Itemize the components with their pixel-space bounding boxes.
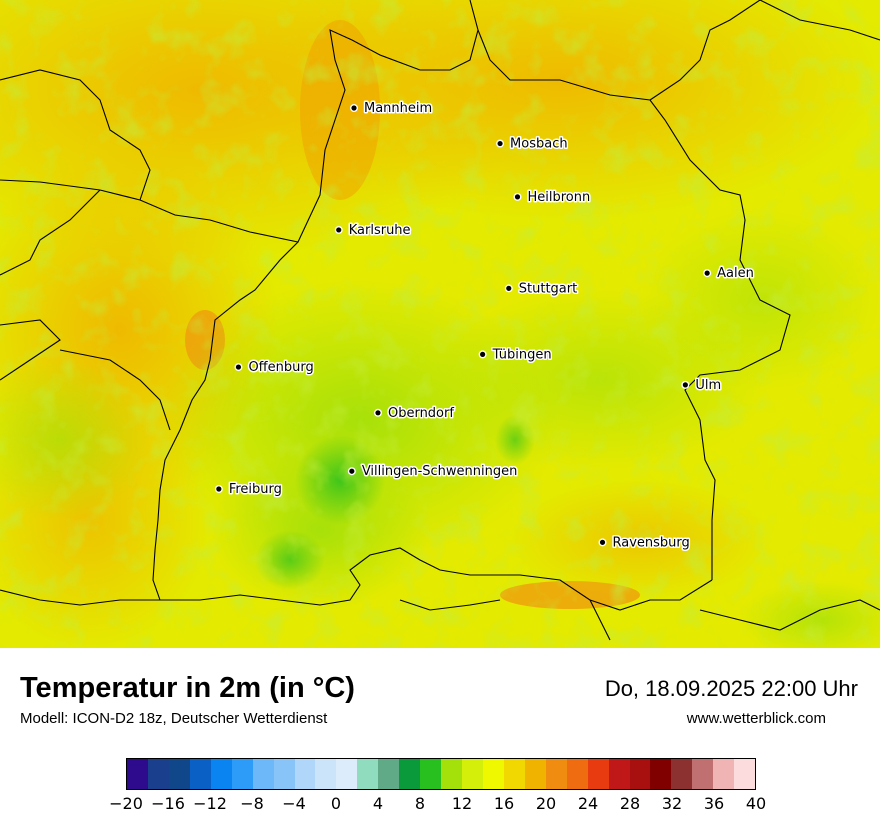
city-stuttgart: Stuttgart	[504, 280, 579, 298]
temperature-field: Mannheim Mosbach Heilbronn Karlsruhe Aalen St…	[0, 0, 880, 648]
city-label: Offenburg	[248, 360, 313, 375]
color-scale-tick: −12	[193, 794, 227, 813]
city-dot	[235, 364, 242, 370]
city-label: Mosbach	[510, 137, 568, 152]
color-scale-tick: 0	[330, 794, 342, 813]
city-dot	[682, 382, 688, 388]
color-scale-swatch	[608, 759, 630, 789]
color-scale-tick: −8	[240, 794, 264, 813]
color-scale-swatch	[420, 759, 442, 789]
color-scale-swatch	[294, 759, 316, 789]
color-scale-swatch	[210, 759, 232, 789]
color-scale-tick: 28	[619, 794, 641, 813]
city-label: Aalen	[717, 266, 754, 281]
city-dot	[349, 468, 355, 474]
city-label: Villingen-Schwenningen	[362, 464, 518, 479]
color-scale-swatch	[336, 759, 358, 789]
color-scale-swatch	[566, 759, 588, 789]
color-scale-tick: 12	[451, 794, 473, 813]
city-dot	[497, 140, 503, 147]
color-scale-swatch	[734, 759, 756, 789]
city-aalen: Aalen	[703, 265, 755, 283]
city-dot	[599, 539, 606, 545]
color-scale-swatch	[315, 759, 337, 789]
color-scale-tick: 20	[535, 794, 557, 813]
forecast-datetime: Do, 18.09.2025 22:00 Uhr	[604, 676, 858, 701]
website-link[interactable]: www.wetterblick.com	[686, 710, 826, 727]
color-scale-tick: 24	[577, 794, 599, 813]
city-dot	[351, 105, 357, 111]
color-scale-tick: 4	[372, 794, 384, 813]
city-oberndorf: Oberndorf	[373, 404, 456, 422]
city-freiburg: Freiburg	[214, 481, 283, 499]
city-label: Karlsruhe	[349, 223, 411, 238]
color-scale-swatch	[147, 759, 169, 789]
color-scale-tick: 8	[414, 794, 426, 813]
color-scale-swatch	[503, 759, 525, 789]
city-label: Heilbronn	[528, 190, 591, 205]
city-dot	[704, 270, 710, 276]
city-karlsruhe: Karlsruhe	[334, 221, 412, 239]
city-label: Freiburg	[229, 482, 282, 497]
color-scale-swatch	[462, 759, 483, 789]
footer: Temperatur in 2m (in °C) Modell: ICON-D2…	[0, 648, 880, 830]
color-scale-swatch	[713, 759, 735, 789]
color-scale-tick: 32	[661, 794, 683, 813]
city-label: Ulm	[695, 378, 721, 393]
color-scale-tick: −20	[109, 794, 143, 813]
color-scale-swatch	[252, 759, 274, 789]
color-scale-swatch	[273, 759, 295, 789]
city-label: Tübingen	[492, 347, 552, 362]
city-dot	[336, 227, 342, 233]
color-scale-tick: 40	[745, 794, 767, 813]
color-scale-tick: 36	[703, 794, 725, 813]
border-lines	[0, 0, 880, 641]
map-title: Temperatur in 2m (in °C)	[20, 672, 355, 704]
city-label: Stuttgart	[519, 281, 577, 296]
color-scale-swatch	[524, 759, 546, 789]
color-scale-ticks: −20 −16 −12 −8 −4 0 4 8 12 16 20 24 28 32 36 40	[0, 794, 880, 818]
city-label: Oberndorf	[388, 406, 454, 421]
city-mosbach: Mosbach	[496, 135, 569, 153]
city-ulm: Ulm	[681, 376, 723, 394]
model-info: Modell: ICON-D2 18z, Deutscher Wetterdie…	[20, 710, 328, 727]
color-scale-swatch	[127, 759, 148, 789]
city-t-bingen: Tübingen	[478, 346, 553, 364]
color-scale-swatch	[231, 759, 253, 789]
city-dot	[480, 351, 486, 357]
city-mannheim: Mannheim	[350, 100, 434, 118]
color-scale-swatch	[587, 759, 609, 789]
city-label: Ravensburg	[613, 535, 690, 550]
color-scale-swatch	[168, 759, 190, 789]
color-scale-tick: 16	[493, 794, 515, 813]
city-heilbronn: Heilbronn	[513, 188, 592, 206]
city-dot	[216, 486, 222, 492]
color-scale-tick: −4	[282, 794, 306, 813]
color-scale-tick: −16	[151, 794, 185, 813]
color-scale-swatch	[671, 759, 693, 789]
color-scale-swatch	[399, 759, 421, 789]
city-ravensburg: Ravensburg	[598, 534, 691, 552]
city-dot	[375, 410, 381, 416]
color-scale-swatch	[441, 759, 462, 789]
city-villingen-schwenningen: Villingen-Schwenningen	[347, 463, 519, 481]
city-label: Mannheim	[364, 101, 432, 116]
color-scale-swatch	[650, 759, 672, 789]
color-scale-swatch	[378, 759, 400, 789]
color-scale-swatch	[545, 759, 567, 789]
color-scale-swatch	[189, 759, 211, 789]
temperature-map: Mannheim Mosbach Heilbronn Karlsruhe Aalen St…	[0, 0, 880, 648]
city-dot	[506, 285, 512, 291]
city-dot	[514, 194, 521, 200]
color-scale-swatch	[357, 759, 379, 789]
color-scale-swatch	[692, 759, 714, 789]
city-offenburg: Offenburg	[234, 359, 315, 377]
color-scale-swatch	[629, 759, 651, 789]
color-scale	[126, 758, 756, 790]
city-markers: Mannheim Mosbach Heilbronn Karlsruhe Aalen St…	[214, 100, 755, 552]
color-scale-swatch	[482, 759, 504, 789]
